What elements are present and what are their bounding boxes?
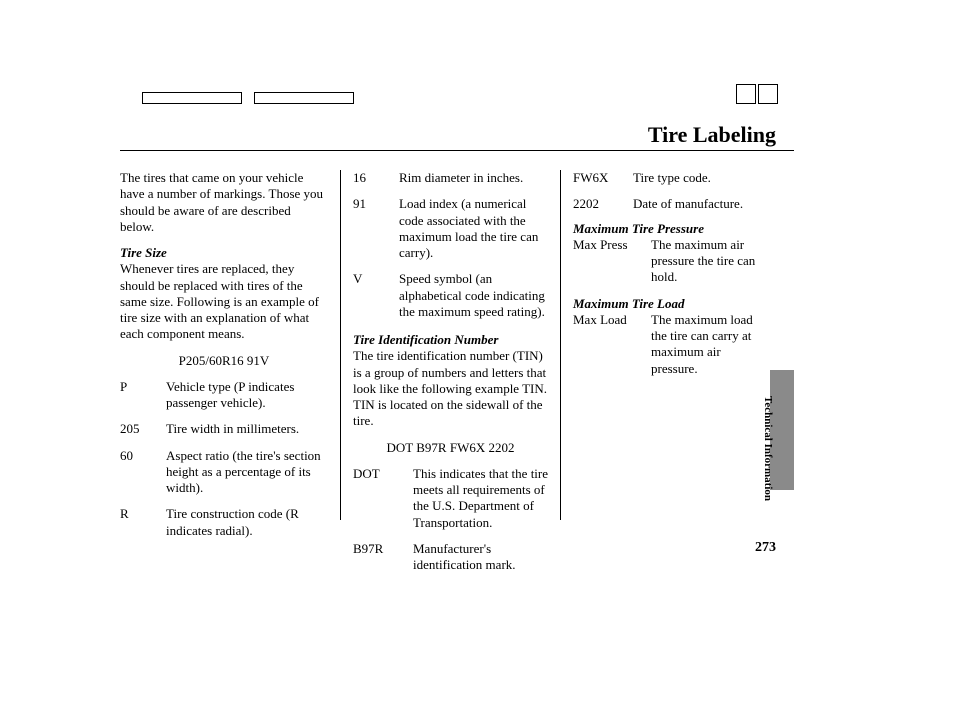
def-term: R	[120, 506, 160, 539]
tire-size-definitions-cont: 16 Rim diameter in inches. 91 Load index…	[353, 170, 548, 320]
def-term: 60	[120, 448, 160, 497]
def-term: 91	[353, 196, 393, 261]
title-divider	[120, 150, 794, 151]
def-term: 16	[353, 170, 393, 186]
def-term: P	[120, 379, 160, 412]
def-desc: Tire width in millimeters.	[166, 421, 328, 437]
tire-size-para: Whenever tires are replaced, they should…	[120, 261, 328, 342]
def-term: 205	[120, 421, 160, 437]
column-2: 16 Rim diameter in inches. 91 Load index…	[340, 170, 560, 520]
tin-heading: Tire Identification Number	[353, 332, 548, 348]
intro-para: The tires that came on your vehicle have…	[120, 170, 328, 235]
def-desc: Tire type code.	[633, 170, 768, 186]
def-desc: Load index (a numerical code associated …	[399, 196, 548, 261]
tire-size-example: P205/60R16 91V	[120, 353, 328, 369]
tire-size-heading: Tire Size	[120, 245, 328, 261]
def-term: FW6X	[573, 170, 627, 186]
def-desc: The maximum load the tire can carry at m…	[651, 312, 768, 377]
page-title: Tire Labeling	[648, 122, 776, 148]
def-desc: Rim diameter in inches.	[399, 170, 548, 186]
max-load-heading: Maximum Tire Load	[573, 296, 768, 312]
def-desc: Manufacturer's identification mark.	[413, 541, 548, 574]
header-square-1	[736, 84, 756, 104]
tin-definitions: DOT This indicates that the tire meets a…	[353, 466, 548, 574]
content-area: The tires that came on your vehicle have…	[120, 170, 780, 539]
def-term: Max Press	[573, 237, 645, 286]
def-desc: Tire construction code (R indicates radi…	[166, 506, 328, 539]
def-term: V	[353, 271, 393, 320]
header-box-1	[142, 92, 242, 104]
def-desc: This indicates that the tire meets all r…	[413, 466, 548, 531]
def-term: Max Load	[573, 312, 645, 377]
def-desc: The maximum air pressure the tire can ho…	[651, 237, 768, 286]
def-term: 2202	[573, 196, 627, 212]
column-1: The tires that came on your vehicle have…	[120, 170, 340, 539]
tin-definitions-cont: FW6X Tire type code. 2202 Date of manufa…	[573, 170, 768, 213]
def-desc: Speed symbol (an alphabetical code indic…	[399, 271, 548, 320]
def-term: B97R	[353, 541, 407, 574]
def-desc: Aspect ratio (the tire's section height …	[166, 448, 328, 497]
def-term: DOT	[353, 466, 407, 531]
def-desc: Date of manufacture.	[633, 196, 768, 212]
tin-para: The tire identification number (TIN) is …	[353, 348, 548, 429]
tin-example: DOT B97R FW6X 2202	[353, 440, 548, 456]
max-pressure-def: Max Press The maximum air pressure the t…	[573, 237, 768, 286]
header-square-2	[758, 84, 778, 104]
column-3: FW6X Tire type code. 2202 Date of manufa…	[560, 170, 780, 520]
section-tab-label: Technical Information	[762, 396, 774, 501]
max-pressure-heading: Maximum Tire Pressure	[573, 221, 768, 237]
def-desc: Vehicle type (P indicates passenger vehi…	[166, 379, 328, 412]
max-load-def: Max Load The maximum load the tire can c…	[573, 312, 768, 377]
page-number: 273	[755, 540, 776, 556]
header-box-2	[254, 92, 354, 104]
tire-size-definitions: P Vehicle type (P indicates passenger ve…	[120, 379, 328, 539]
